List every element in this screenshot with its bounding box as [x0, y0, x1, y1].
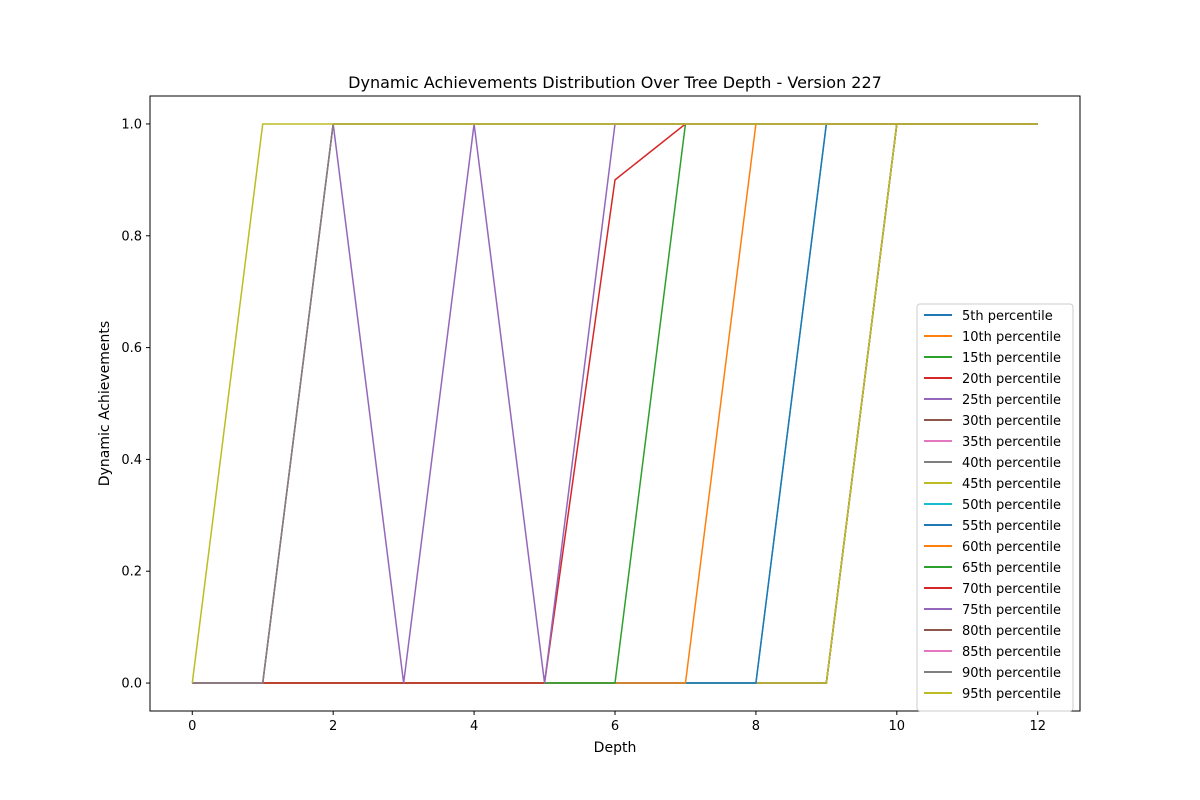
legend-label: 35th percentile [962, 435, 1061, 450]
y-tick-label: 1.0 [121, 117, 142, 132]
legend-label: 85th percentile [962, 645, 1061, 660]
x-tick-label: 2 [329, 719, 337, 734]
plot-series [191, 123, 1038, 684]
legend-label: 25th percentile [962, 393, 1061, 408]
legend-label: 40th percentile [962, 456, 1061, 471]
x-tick-label: 8 [752, 719, 760, 734]
x-tick-label: 6 [611, 719, 619, 734]
legend: 5th percentile 10th percentile 15th percen… [916, 303, 1074, 712]
y-tick-label: 0.6 [121, 341, 142, 356]
legend-label: 10th percentile [962, 330, 1061, 345]
x-tick-label: 0 [188, 719, 196, 734]
legend-label: 15th percentile [962, 351, 1061, 366]
y-tick-label: 0.8 [121, 229, 142, 244]
legend-label: 75th percentile [962, 603, 1061, 618]
x-axis-label: Depth [594, 740, 637, 756]
legend-label: 45th percentile [962, 477, 1061, 492]
legend-label: 5th percentile [962, 309, 1053, 324]
x-tick-label: 10 [889, 719, 906, 734]
x-tick-label: 4 [470, 719, 478, 734]
legend-label: 95th percentile [962, 687, 1061, 702]
legend-label: 55th percentile [962, 519, 1061, 534]
legend-label: 20th percentile [962, 372, 1061, 387]
x-tick-label: 12 [1029, 719, 1046, 734]
legend-label: 65th percentile [962, 561, 1061, 576]
legend-label: 70th percentile [962, 582, 1061, 597]
y-axis-label: Dynamic Achievements [97, 321, 113, 486]
legend-box [916, 303, 1074, 712]
legend-label: 80th percentile [962, 624, 1061, 639]
x-axis: 0 2 4 6 8 10 12 [188, 711, 1046, 734]
y-tick-label: 0.4 [121, 453, 142, 468]
legend-label: 30th percentile [962, 414, 1061, 429]
y-tick-label: 0.2 [121, 565, 142, 580]
legend-label: 60th percentile [962, 540, 1061, 555]
y-tick-label: 0.0 [121, 677, 142, 692]
legend-label: 50th percentile [962, 498, 1061, 513]
y-axis: 0.0 0.2 0.4 0.6 0.8 1.0 [121, 117, 150, 692]
series-line-19 [191, 123, 1038, 684]
legend-label: 90th percentile [962, 666, 1061, 681]
chart-title: Dynamic Achievements Distribution Over T… [348, 73, 882, 92]
